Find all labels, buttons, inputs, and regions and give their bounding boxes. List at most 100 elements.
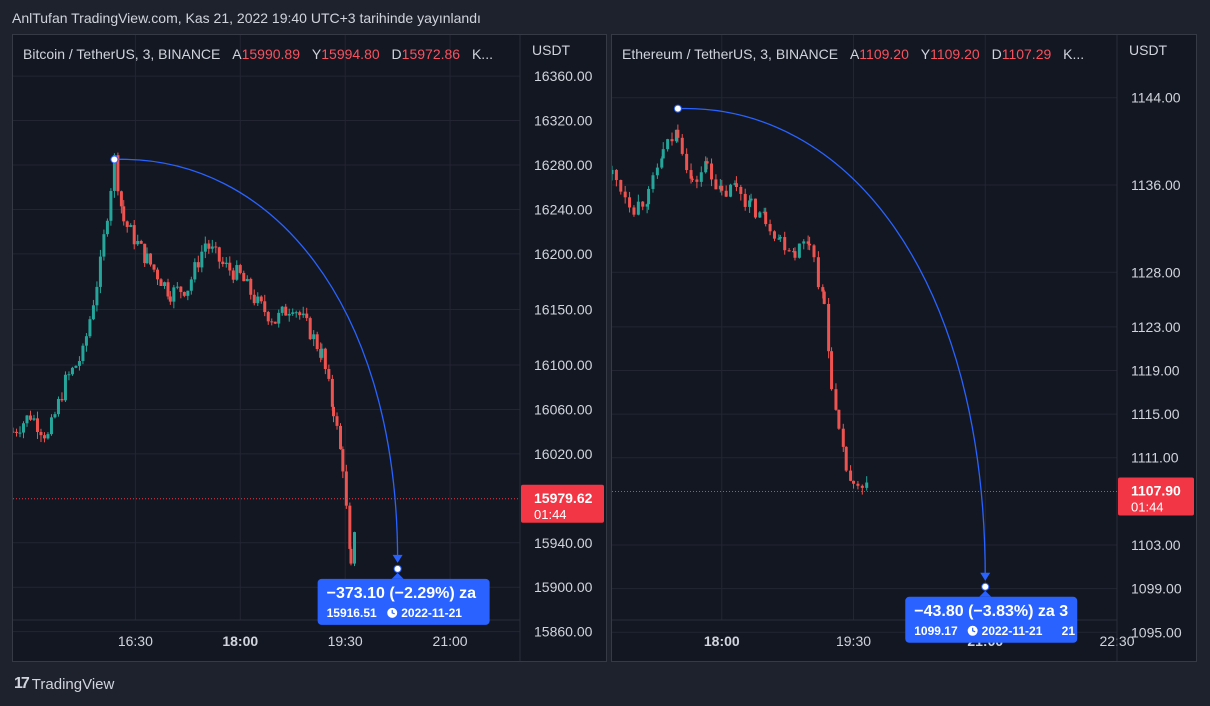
bitcoin-candle-body — [67, 374, 71, 376]
ethereum-measure-end-point — [981, 582, 990, 591]
ethereum-last-price-countdown: 01:44 — [1131, 500, 1164, 515]
bitcoin-candle-body — [175, 286, 179, 288]
ethereum-x-tick-label: 19:30 — [836, 633, 871, 649]
bitcoin-candle-body — [14, 431, 18, 433]
bitcoin-candle-body — [49, 417, 53, 435]
bitcoin-y-tick-label: 16360.00 — [534, 68, 593, 84]
ethereum-candle-body — [691, 178, 695, 180]
bitcoin-candle-body — [323, 348, 327, 370]
footer-brand[interactable]: 17 TradingView — [14, 675, 114, 693]
ethereum-candle-body — [797, 243, 801, 258]
ethereum-candle-body — [724, 190, 728, 197]
bitcoin-candle-body — [291, 312, 295, 314]
bitcoin-measure-arrowhead — [392, 554, 403, 563]
ethereum-candle-body — [636, 201, 640, 215]
ethereum-measure-label-box — [905, 596, 1078, 643]
bitcoin-candle-body — [273, 321, 277, 324]
ethereum-candle-body — [670, 139, 674, 142]
ethereum-measure-end-price: 1099.17 — [914, 624, 958, 638]
ethereum-chart-panel[interactable]: 1144.00 1136.00 1128.00 1123.00 1119.00 1115.… — [611, 34, 1197, 662]
bitcoin-candle-body — [132, 225, 136, 245]
bitcoin-measure-end-price: 15916.51 — [327, 606, 377, 620]
bitcoin-measure-date: 2022-11-21 — [401, 606, 462, 620]
bitcoin-candle-body — [298, 312, 302, 316]
bitcoin-chart-svg[interactable]: 16360.00 16320.00 16280.00 16240.00 16200.00… — [13, 35, 607, 662]
ethereum-candle-body — [632, 207, 636, 215]
bitcoin-candle-body — [196, 262, 200, 268]
bitcoin-candle-body — [166, 282, 170, 297]
ethereum-candle-body — [852, 480, 856, 484]
bitcoin-clock-hands-icon — [391, 609, 395, 615]
ethereum-candle-body — [734, 183, 738, 188]
bitcoin-candle-body — [84, 336, 88, 346]
bitcoin-open-value: 15990.89 — [241, 46, 301, 62]
bitcoin-low-value: 15972.86 — [401, 46, 461, 62]
bitcoin-candle-body — [235, 265, 239, 280]
ethereum-candle-body — [647, 188, 651, 205]
tradingview-logo-icon: 17 — [14, 675, 30, 692]
ethereum-candle-body — [651, 175, 655, 189]
bitcoin-candle-body — [301, 313, 305, 316]
bitcoin-candle-body — [252, 294, 256, 304]
ethereum-chart-svg[interactable]: 1144.00 1136.00 1128.00 1123.00 1119.00 1115.… — [612, 35, 1197, 662]
bitcoin-candle-body — [224, 262, 228, 265]
bitcoin-candle-body — [308, 318, 312, 340]
bitcoin-x-tick-label: 21:00 — [433, 633, 468, 649]
bitcoin-last-price-badge — [521, 484, 604, 523]
ethereum-candle-body — [777, 238, 781, 240]
bitcoin-candle-body — [129, 225, 133, 227]
bitcoin-candle-body — [228, 262, 232, 271]
bitcoin-candle-body — [203, 243, 207, 252]
bitcoin-measure-change: −373.10 (−2.29%) za — [327, 585, 477, 602]
ethereum-currency-label: USDT — [1129, 42, 1168, 58]
bitcoin-candle-body — [315, 334, 319, 350]
ethereum-open-value: 1109.20 — [859, 46, 909, 62]
bitcoin-measure-label-box — [317, 578, 490, 625]
bitcoin-chart-panel[interactable]: 16360.00 16320.00 16280.00 16240.00 16200.00… — [12, 34, 607, 662]
ethereum-candle-body — [753, 198, 757, 218]
bitcoin-candle-body — [305, 313, 309, 319]
ethereum-symbol: Ethereum / TetherUS, 3, BINANCE — [622, 46, 839, 62]
ethereum-candle-body — [816, 257, 820, 288]
bitcoin-y-tick-label: 15900.00 — [534, 579, 593, 595]
bitcoin-candle-body — [168, 296, 172, 302]
bitcoin-candle-body — [149, 253, 153, 265]
bitcoin-candle-body — [344, 471, 348, 506]
ethereum-candle-body — [822, 291, 826, 304]
bitcoin-candle-body — [91, 305, 95, 320]
bitcoin-candle-body — [77, 361, 81, 366]
bitcoin-y-tick-label: 16150.00 — [534, 301, 593, 317]
ethereum-candle-body — [680, 137, 684, 154]
ethereum-y-tick-label: 1103.00 — [1131, 537, 1181, 553]
bitcoin-candle-body — [200, 251, 204, 268]
ethereum-candle-body — [834, 389, 838, 410]
bitcoin-candle-body — [182, 291, 186, 296]
ethereum-candle-body — [661, 149, 665, 159]
ethereum-y-tick-label: 1136.00 — [1131, 177, 1181, 193]
ethereum-candle-body — [614, 169, 618, 181]
bitcoin-x-tick-label: 16:30 — [118, 633, 153, 649]
ethereum-candle-body — [806, 241, 810, 244]
bitcoin-candle-body — [231, 270, 235, 280]
ethereum-candle-body — [812, 245, 816, 258]
ethereum-candle-body — [660, 158, 664, 168]
ethereum-candle-body — [830, 351, 834, 390]
bitcoin-measure-arc — [114, 158, 399, 561]
ethereum-candle-body — [802, 241, 806, 244]
bitcoin-candle-body — [332, 406, 336, 417]
bitcoin-candle-body — [35, 418, 39, 432]
bitcoin-x-tick-label: 18:00 — [222, 633, 258, 649]
ethereum-candle-body — [793, 251, 797, 258]
ethereum-candle-body — [768, 224, 772, 232]
ethereum-y-tick-label: 1123.00 — [1131, 319, 1181, 335]
bitcoin-last-price-countdown: 01:44 — [534, 507, 567, 522]
bitcoin-candle-body — [105, 220, 109, 235]
bitcoin-candle-body — [320, 348, 324, 358]
bitcoin-candle-body — [74, 365, 78, 368]
bitcoin-candle-body — [18, 432, 22, 434]
bitcoin-candle-body — [294, 312, 298, 314]
ethereum-candle-body — [821, 287, 825, 292]
bitcoin-candle-body — [32, 418, 36, 420]
bitcoin-candle-body — [327, 369, 331, 379]
bitcoin-candle-body — [210, 246, 214, 249]
